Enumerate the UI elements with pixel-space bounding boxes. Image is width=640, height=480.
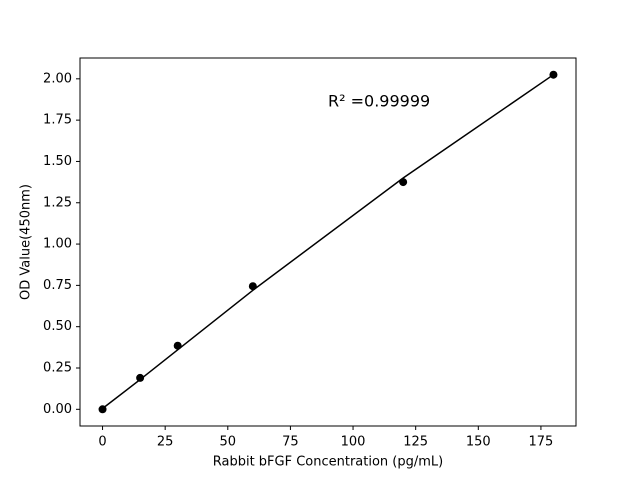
x-tick-label: 75 — [282, 435, 299, 450]
data-point — [399, 178, 408, 187]
y-tick-label: 1.75 — [43, 113, 72, 128]
y-axis-label: OD Value(450nm) — [19, 184, 34, 300]
y-tick-label: 2.00 — [43, 71, 72, 86]
x-axis-label: Rabbit bFGF Concentration (pg/mL) — [213, 455, 444, 470]
x-tick-label: 0 — [98, 435, 106, 450]
y-tick-label: 1.00 — [43, 237, 72, 252]
y-tick-label: 0.50 — [43, 319, 72, 334]
annotation: R² =0.99999 — [328, 92, 430, 111]
x-tick-label: 50 — [220, 435, 237, 450]
y-tick-label: 1.50 — [43, 154, 72, 169]
data-point — [549, 70, 558, 79]
y-tick-label: 1.25 — [43, 195, 72, 210]
y-tick-label: 0.25 — [43, 360, 72, 375]
data-point — [248, 282, 257, 291]
x-tick-label: 175 — [529, 435, 554, 450]
fit-line — [102, 74, 554, 410]
x-tick-label: 150 — [466, 435, 491, 450]
x-tick-label: 125 — [403, 435, 428, 450]
data-point — [136, 373, 145, 382]
plot-frame — [79, 57, 577, 427]
x-tick-label: 25 — [157, 435, 174, 450]
x-tick-label: 100 — [341, 435, 366, 450]
y-tick-label: 0.75 — [43, 278, 72, 293]
data-point — [98, 405, 107, 414]
y-tick-label: 0.00 — [43, 402, 72, 417]
data-point — [173, 341, 182, 350]
